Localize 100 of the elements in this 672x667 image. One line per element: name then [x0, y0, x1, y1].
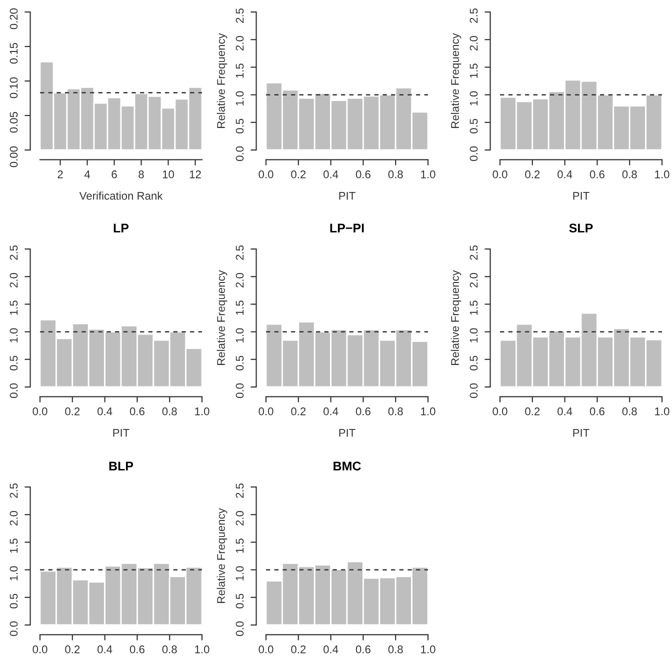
x-tick-label: 0.0: [258, 407, 274, 416]
y-tick-label: 1.5: [10, 538, 18, 553]
y-axis-title: Relative Frequency: [216, 270, 228, 365]
y-tick-label: 2.5: [10, 483, 18, 498]
y-tick-label: 0.00: [10, 146, 18, 168]
y-axis-title: Relative Frequency: [450, 33, 462, 128]
y-tick-label: 2.0: [10, 273, 18, 288]
x-tick-label: 0.4: [558, 407, 572, 416]
y-tick-label: 0.0: [236, 383, 244, 398]
x-tick-label: 0.8: [622, 407, 637, 416]
chart-title: BLP: [109, 462, 134, 470]
y-axis-title: Relative Frequency: [450, 270, 462, 365]
x-axis-title: PIT: [573, 429, 590, 437]
y-tick-label: 2.5: [236, 245, 244, 260]
y-tick-label: 2.0: [470, 36, 478, 50]
y-tick-label: 1.0: [236, 91, 244, 106]
x-tick-label: 6: [112, 170, 117, 178]
x-tick-label: 1.0: [655, 407, 670, 416]
x-tick-label: 0.2: [291, 407, 306, 416]
y-tick-label: 1.5: [236, 64, 244, 78]
y-tick-label: 1.0: [470, 91, 478, 106]
y-tick-label: 0.5: [10, 356, 18, 370]
chart-title: LP: [114, 224, 129, 232]
x-tick-label: 0.4: [98, 645, 112, 654]
y-tick-label: 2.5: [470, 8, 478, 23]
x-tick-label: 0.6: [356, 170, 370, 178]
x-tick-label: 0.2: [525, 170, 540, 178]
y-tick-label: 2.5: [10, 245, 18, 260]
y-tick-label: 2.5: [236, 8, 244, 23]
y-tick-label: 0.0: [236, 146, 244, 161]
x-tick-label: 0.0: [492, 170, 508, 178]
y-tick-label: 0.0: [10, 383, 18, 398]
x-tick-label: 0.4: [324, 170, 338, 178]
y-tick-label: 2.5: [236, 483, 244, 498]
y-tick-label: 0.05: [10, 112, 18, 133]
y-tick-label: 0.0: [236, 621, 244, 636]
x-tick-label: 0.2: [525, 407, 540, 416]
y-tick-label: 2.5: [470, 245, 478, 260]
x-tick-label: 0.8: [162, 407, 177, 416]
x-tick-label: 0.6: [590, 170, 604, 178]
y-tick-label: 0.5: [236, 118, 244, 134]
x-tick-label: 0.2: [291, 645, 306, 654]
x-tick-label: 2: [58, 170, 63, 178]
y-tick-label: 2.0: [236, 36, 244, 50]
x-tick-label: 0.6: [356, 407, 370, 416]
y-tick-label: 1.0: [236, 328, 244, 342]
y-tick-label: 0.0: [10, 621, 18, 636]
y-tick-label: 1.5: [236, 300, 244, 315]
y-tick-label: 1.0: [10, 566, 18, 580]
x-tick-label: 0.4: [98, 407, 112, 416]
x-tick-label: 1.0: [421, 407, 436, 416]
y-tick-label: 1.5: [236, 538, 244, 553]
y-tick-label: 1.5: [10, 300, 18, 315]
x-tick-label: 4: [84, 170, 90, 178]
x-tick-label: 8: [138, 170, 144, 178]
x-axis-title: PIT: [339, 429, 356, 437]
x-tick-label: 0.2: [65, 645, 80, 654]
x-tick-label: 0.2: [65, 407, 80, 416]
y-tick-label: 1.0: [10, 328, 18, 342]
y-tick-label: 2.0: [470, 273, 478, 288]
x-tick-label: 0.8: [388, 407, 403, 416]
y-tick-label: 1.0: [470, 328, 478, 342]
chart-title: LP−PI: [330, 224, 364, 232]
x-tick-label: 1.0: [421, 645, 436, 654]
y-tick-label: 1.5: [470, 64, 478, 78]
y-tick-label: 1.0: [236, 566, 244, 580]
x-tick-label: 12: [190, 170, 201, 178]
y-axis-title: Relative Frequency: [216, 508, 228, 603]
y-tick-label: 2.0: [236, 511, 244, 526]
x-axis-title: PIT: [113, 429, 130, 437]
y-tick-label: 0.20: [10, 8, 18, 30]
y-tick-label: 0.5: [236, 594, 244, 608]
x-tick-label: 0.4: [324, 645, 338, 654]
x-axis-title: PIT: [339, 192, 356, 200]
x-tick-label: 0.8: [388, 645, 403, 654]
chart-title: SLP: [569, 224, 593, 232]
x-tick-label: 0.6: [356, 645, 370, 654]
x-tick-label: 0.0: [32, 645, 48, 654]
x-tick-label: 0.6: [130, 645, 144, 654]
x-tick-label: 0.8: [162, 645, 177, 654]
x-tick-label: 10: [162, 170, 174, 178]
x-tick-label: 0.6: [130, 407, 144, 416]
y-tick-label: 0.5: [470, 118, 478, 134]
x-tick-label: 1.0: [421, 170, 436, 178]
chart-title: BMC: [334, 462, 361, 470]
x-tick-label: 1.0: [195, 645, 210, 654]
y-tick-label: 0.5: [10, 594, 18, 608]
x-tick-label: 0.0: [258, 645, 274, 654]
y-tick-label: 0.5: [470, 356, 478, 370]
y-tick-label: 0.0: [470, 146, 478, 161]
y-tick-label: 2.0: [236, 273, 244, 288]
x-tick-label: 0.8: [388, 170, 403, 178]
x-tick-label: 1.0: [195, 407, 210, 416]
x-tick-label: 0.0: [492, 407, 508, 416]
y-tick-label: 1.5: [470, 300, 478, 315]
x-tick-label: 0.4: [324, 407, 338, 416]
y-tick-label: 0.15: [10, 42, 18, 64]
x-tick-label: 0.8: [622, 170, 637, 178]
x-tick-label: 0.2: [291, 170, 306, 178]
x-tick-label: 1.0: [655, 170, 670, 178]
